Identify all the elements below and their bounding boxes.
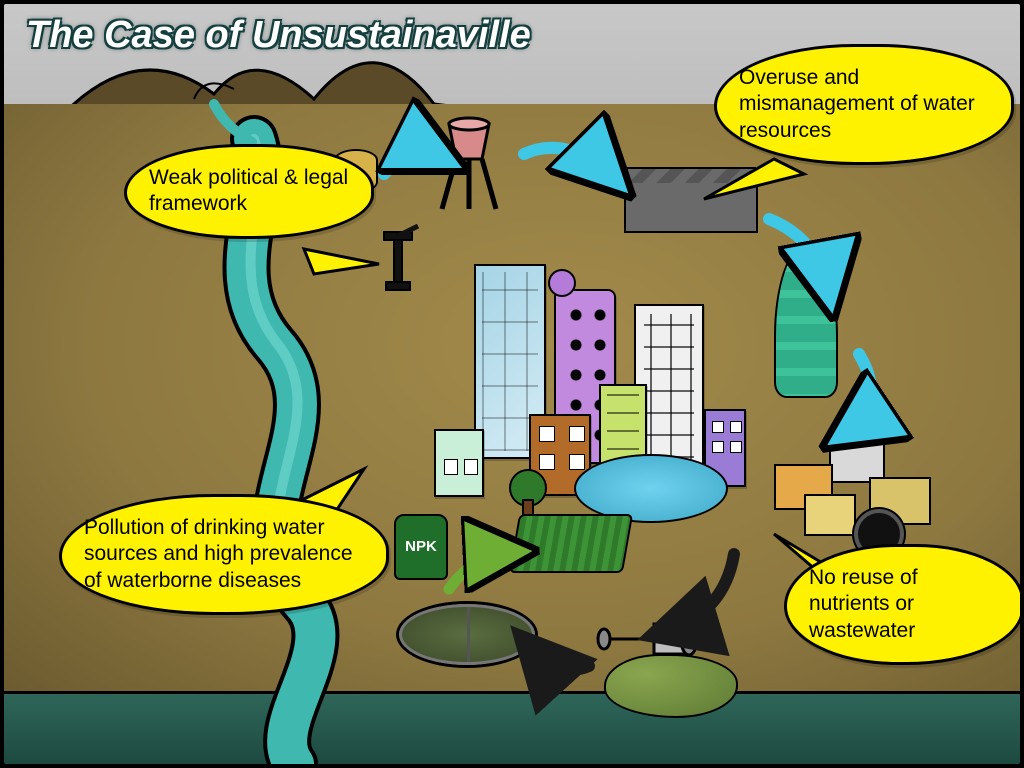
callout-pollution: Pollution of drinking water sources and … <box>59 494 389 615</box>
callout-text: Overuse and mismanagement of water resou… <box>739 66 975 142</box>
page-title: The Case of Unsustainaville <box>26 14 531 57</box>
callout-text: Weak political & legal framework <box>149 166 348 215</box>
sea-region <box>4 691 1020 764</box>
city-cluster <box>424 234 784 494</box>
callout-text: No reuse of nutrients or wastewater <box>809 566 918 642</box>
callout-overuse: Overuse and mismanagement of water resou… <box>714 44 1014 165</box>
tree-icon <box>509 469 543 519</box>
farm-field-icon <box>509 514 633 573</box>
pond-icon <box>574 454 728 523</box>
treatment-tank-icon <box>399 604 535 665</box>
callout-noreuse: No reuse of nutrients or wastewater <box>784 544 1024 665</box>
callout-political: Weak political & legal framework <box>124 144 374 239</box>
water-tower-icon <box>434 114 504 214</box>
factory-icon <box>624 179 758 233</box>
infographic-stage: The Case of Unsustainaville <box>0 0 1024 768</box>
discharge-pipe-icon <box>594 619 704 669</box>
callout-text: Pollution of drinking water sources and … <box>84 516 353 592</box>
hand-pump-icon <box>374 224 424 294</box>
fertilizer-bag-icon: NPK <box>394 514 448 580</box>
